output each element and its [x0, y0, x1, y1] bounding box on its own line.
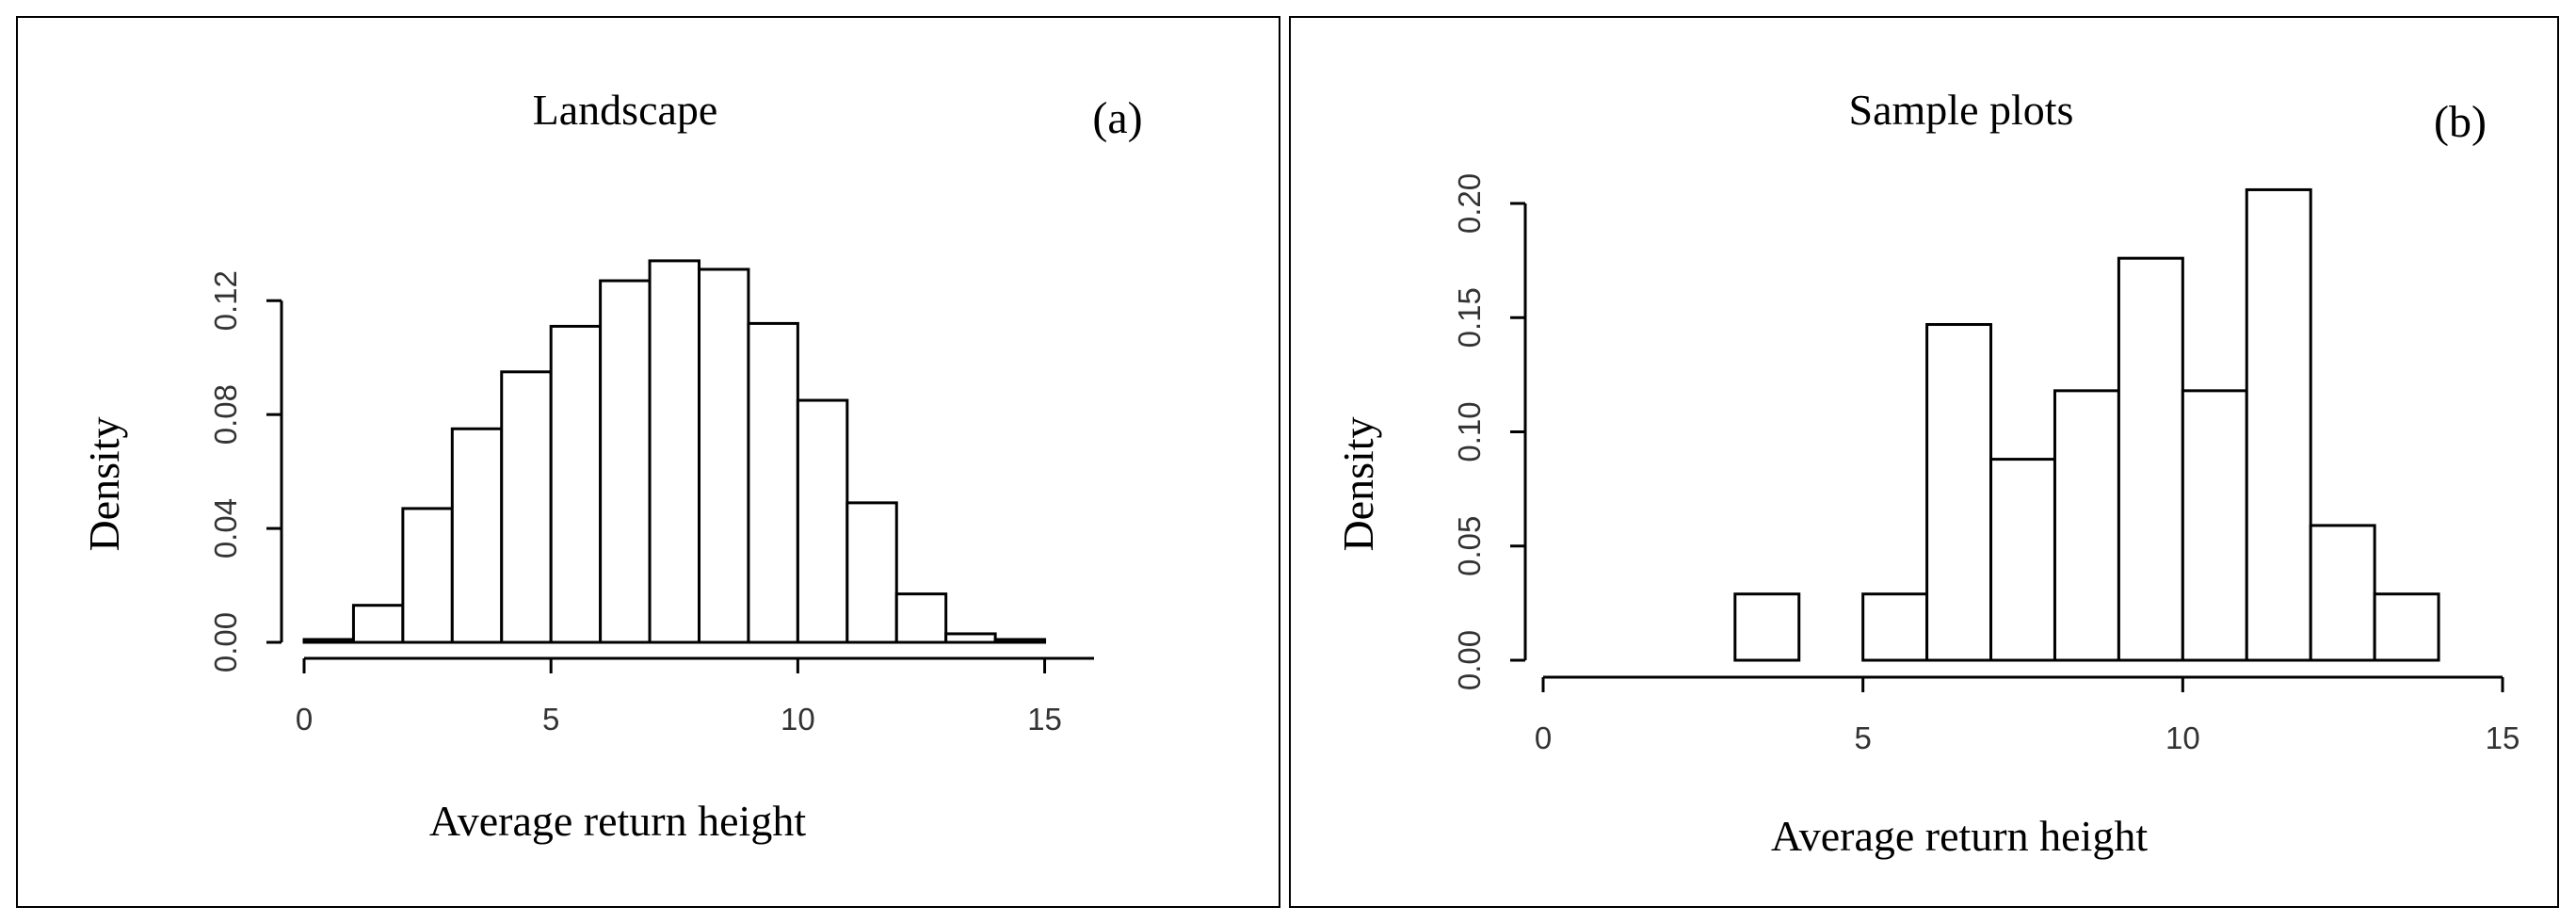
panel-label: (a)	[1092, 93, 1142, 143]
y-tick-label: 0.00	[208, 612, 243, 672]
histogram-panel-sample-plots: Sample plots (b) Average return height D…	[1289, 16, 2559, 908]
histogram-bar	[648, 259, 700, 644]
y-axis-label: Density	[80, 416, 128, 551]
histogram-bar	[500, 370, 553, 644]
histogram-bar	[698, 267, 750, 644]
y-tick-label: 0.10	[1452, 401, 1487, 462]
histogram-bar	[747, 321, 799, 644]
y-tick-label: 0.05	[1452, 516, 1487, 576]
x-tick-label: 10	[781, 702, 815, 737]
x-tick-label: 5	[1854, 721, 1871, 755]
histogram-bar	[450, 427, 504, 644]
histogram-bar	[401, 507, 454, 644]
y-tick-label: 0.12	[208, 270, 243, 331]
histogram-bar	[944, 632, 997, 644]
histogram-bar	[2245, 187, 2312, 662]
y-tick-label: 0.20	[1452, 173, 1487, 234]
x-axis-label: Average return height	[1771, 812, 2148, 860]
x-tick-label: 5	[542, 702, 559, 737]
histogram-bar	[2053, 389, 2120, 662]
x-tick-label: 0	[296, 702, 313, 737]
histogram-bar	[1989, 458, 2056, 662]
y-tick-label: 0.00	[1452, 630, 1487, 690]
histogram-bar	[2309, 524, 2376, 662]
y-tick-label: 0.04	[208, 498, 243, 559]
landscape-histogram-chart: Landscape (a) Average return height Dens…	[80, 86, 1143, 845]
histogram-bar	[2373, 592, 2440, 662]
x-tick-label: 15	[1027, 702, 1062, 737]
panel-label: (b)	[2434, 97, 2487, 147]
histogram-bar	[1733, 592, 1801, 662]
histogram-bar	[1861, 592, 1929, 662]
histogram-bar	[549, 324, 603, 644]
y-tick-label: 0.15	[1452, 287, 1487, 348]
x-axis-label: Average return height	[429, 797, 806, 845]
sample-plots-histogram-chart: Sample plots (b) Average return height D…	[1334, 86, 2520, 860]
chart-title: Landscape	[533, 86, 718, 134]
histogram-bar	[845, 501, 898, 644]
histogram-bar	[1925, 323, 1993, 662]
histogram-bar	[302, 638, 355, 644]
histogram-panel-landscape: Landscape (a) Average return height Dens…	[16, 16, 1280, 908]
histogram-bar	[599, 279, 652, 644]
histogram-bar	[2181, 389, 2248, 662]
histogram-bar	[2117, 256, 2184, 662]
histogram-bar	[351, 604, 405, 644]
histogram-bar	[894, 592, 948, 644]
x-tick-label: 0	[1535, 721, 1552, 755]
chart-title: Sample plots	[1849, 86, 2074, 134]
x-tick-label: 10	[2165, 721, 2200, 755]
y-tick-label: 0.08	[208, 384, 243, 445]
histogram-bar	[796, 398, 849, 644]
x-tick-label: 15	[2486, 721, 2520, 755]
y-axis-label: Density	[1334, 416, 1382, 551]
histogram-bar	[993, 638, 1047, 644]
